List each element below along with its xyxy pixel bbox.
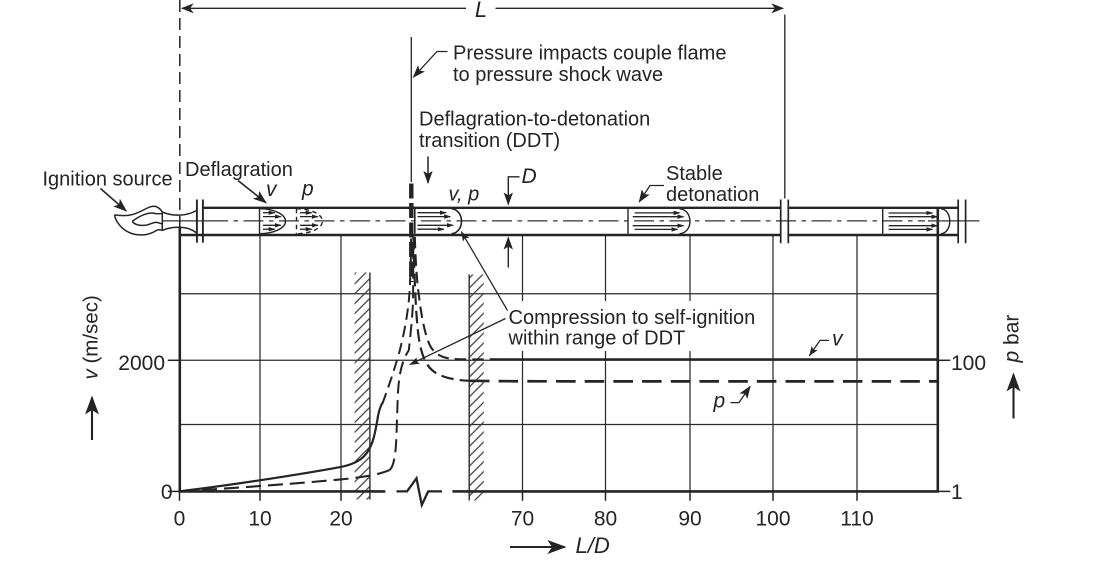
svg-text:2000: 2000 (118, 352, 165, 375)
svg-text:L/D: L/D (576, 533, 610, 558)
svg-text:1: 1 (951, 481, 963, 504)
svg-text:v, p: v, p (449, 184, 480, 206)
svg-text:Deflagration-to-detonation: Deflagration-to-detonation (419, 109, 650, 131)
svg-text:p bar: p bar (1001, 315, 1024, 364)
svg-text:0: 0 (161, 481, 173, 504)
svg-text:Ignition source: Ignition source (43, 169, 173, 191)
svg-text:v: v (266, 178, 278, 201)
svg-text:0: 0 (174, 508, 186, 531)
svg-text:within range of DDT: within range of DDT (508, 327, 686, 349)
svg-text:100: 100 (951, 352, 986, 375)
svg-text:Pressure impacts couple flame: Pressure impacts couple flame (453, 43, 726, 65)
svg-text:to pressure shock wave: to pressure shock wave (453, 64, 663, 86)
svg-text:90: 90 (678, 508, 701, 531)
svg-text:10: 10 (248, 508, 271, 531)
svg-text:transition (DDT): transition (DDT) (419, 130, 560, 152)
svg-text:Stable: Stable (666, 163, 723, 185)
svg-text:L: L (475, 0, 487, 22)
svg-text:p: p (713, 390, 726, 413)
svg-text:80: 80 (594, 508, 617, 531)
svg-text:Compression to self-ignition: Compression to self-ignition (509, 307, 756, 329)
svg-text:D: D (522, 165, 537, 188)
svg-text:Deflagration: Deflagration (185, 159, 293, 181)
svg-text:v (m/sec): v (m/sec) (80, 295, 103, 379)
svg-text:v: v (832, 327, 844, 350)
svg-text:detonation: detonation (666, 184, 759, 206)
svg-text:110: 110 (840, 508, 873, 531)
svg-text:20: 20 (329, 508, 352, 531)
svg-text:p: p (301, 178, 314, 201)
svg-text:100: 100 (755, 508, 790, 531)
svg-text:70: 70 (511, 508, 534, 531)
